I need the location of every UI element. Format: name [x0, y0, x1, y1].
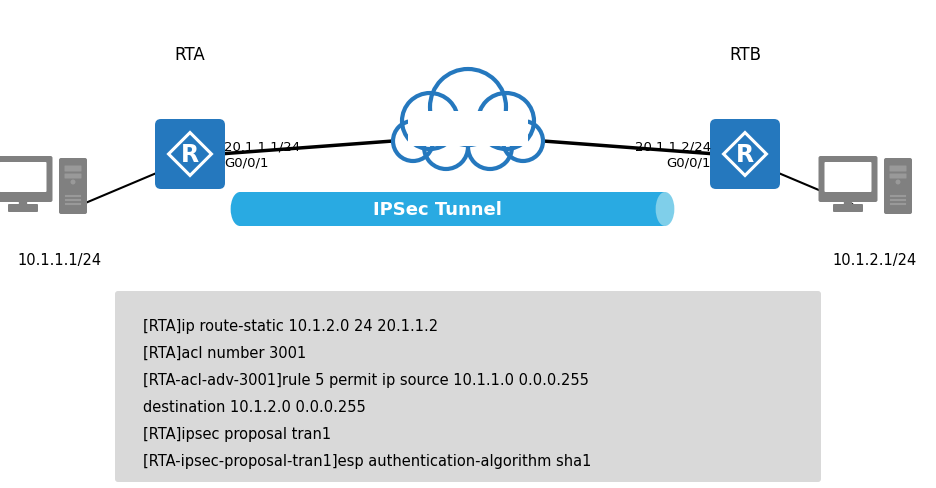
Text: 20.1.1.2/24: 20.1.1.2/24 — [635, 140, 710, 153]
Text: [RTA]ipsec proposal tran1: [RTA]ipsec proposal tran1 — [143, 426, 330, 441]
Ellipse shape — [230, 193, 249, 226]
FancyBboxPatch shape — [8, 204, 38, 213]
FancyBboxPatch shape — [888, 174, 905, 179]
Text: RTA: RTA — [174, 46, 205, 64]
Text: [RTA-ipsec-proposal-tran1]esp authentication-algorithm sha1: [RTA-ipsec-proposal-tran1]esp authentica… — [143, 453, 591, 468]
Text: RTB: RTB — [728, 46, 760, 64]
FancyBboxPatch shape — [65, 166, 81, 172]
FancyBboxPatch shape — [0, 157, 52, 203]
FancyBboxPatch shape — [59, 159, 87, 215]
Text: [RTA]ip route-static 10.1.2.0 24 20.1.1.2: [RTA]ip route-static 10.1.2.0 24 20.1.1.… — [143, 318, 438, 333]
FancyBboxPatch shape — [65, 174, 81, 179]
Text: destination 10.1.2.0 0.0.0.255: destination 10.1.2.0 0.0.0.255 — [143, 399, 365, 414]
Circle shape — [402, 94, 458, 150]
Text: [RTA]acl number 3001: [RTA]acl number 3001 — [143, 346, 306, 360]
Circle shape — [477, 94, 534, 150]
Circle shape — [895, 180, 899, 185]
Circle shape — [424, 126, 467, 170]
FancyBboxPatch shape — [709, 120, 779, 190]
FancyBboxPatch shape — [888, 166, 905, 172]
FancyBboxPatch shape — [0, 163, 47, 193]
Circle shape — [430, 70, 505, 146]
Circle shape — [392, 122, 432, 162]
Text: 10.1.2.1/24: 10.1.2.1/24 — [832, 252, 916, 267]
FancyBboxPatch shape — [115, 291, 820, 482]
Circle shape — [503, 122, 543, 162]
Text: G0/0/1: G0/0/1 — [665, 156, 710, 169]
Text: 10.1.1.1/24: 10.1.1.1/24 — [18, 252, 102, 267]
FancyBboxPatch shape — [883, 159, 911, 215]
Text: 20.1.1.1/24: 20.1.1.1/24 — [224, 140, 300, 153]
FancyBboxPatch shape — [154, 120, 225, 190]
Circle shape — [70, 180, 76, 185]
FancyBboxPatch shape — [407, 112, 528, 147]
Text: R: R — [735, 142, 753, 167]
Text: IPSec Tunnel: IPSec Tunnel — [373, 201, 502, 219]
Ellipse shape — [655, 193, 674, 226]
Text: R: R — [181, 142, 198, 167]
FancyBboxPatch shape — [832, 204, 862, 213]
Text: G0/0/1: G0/0/1 — [224, 156, 269, 169]
FancyBboxPatch shape — [240, 193, 665, 226]
Circle shape — [467, 126, 511, 170]
FancyBboxPatch shape — [824, 163, 870, 193]
FancyBboxPatch shape — [818, 157, 876, 203]
Text: [RTA-acl-adv-3001]rule 5 permit ip source 10.1.1.0 0.0.0.255: [RTA-acl-adv-3001]rule 5 permit ip sourc… — [143, 372, 588, 387]
